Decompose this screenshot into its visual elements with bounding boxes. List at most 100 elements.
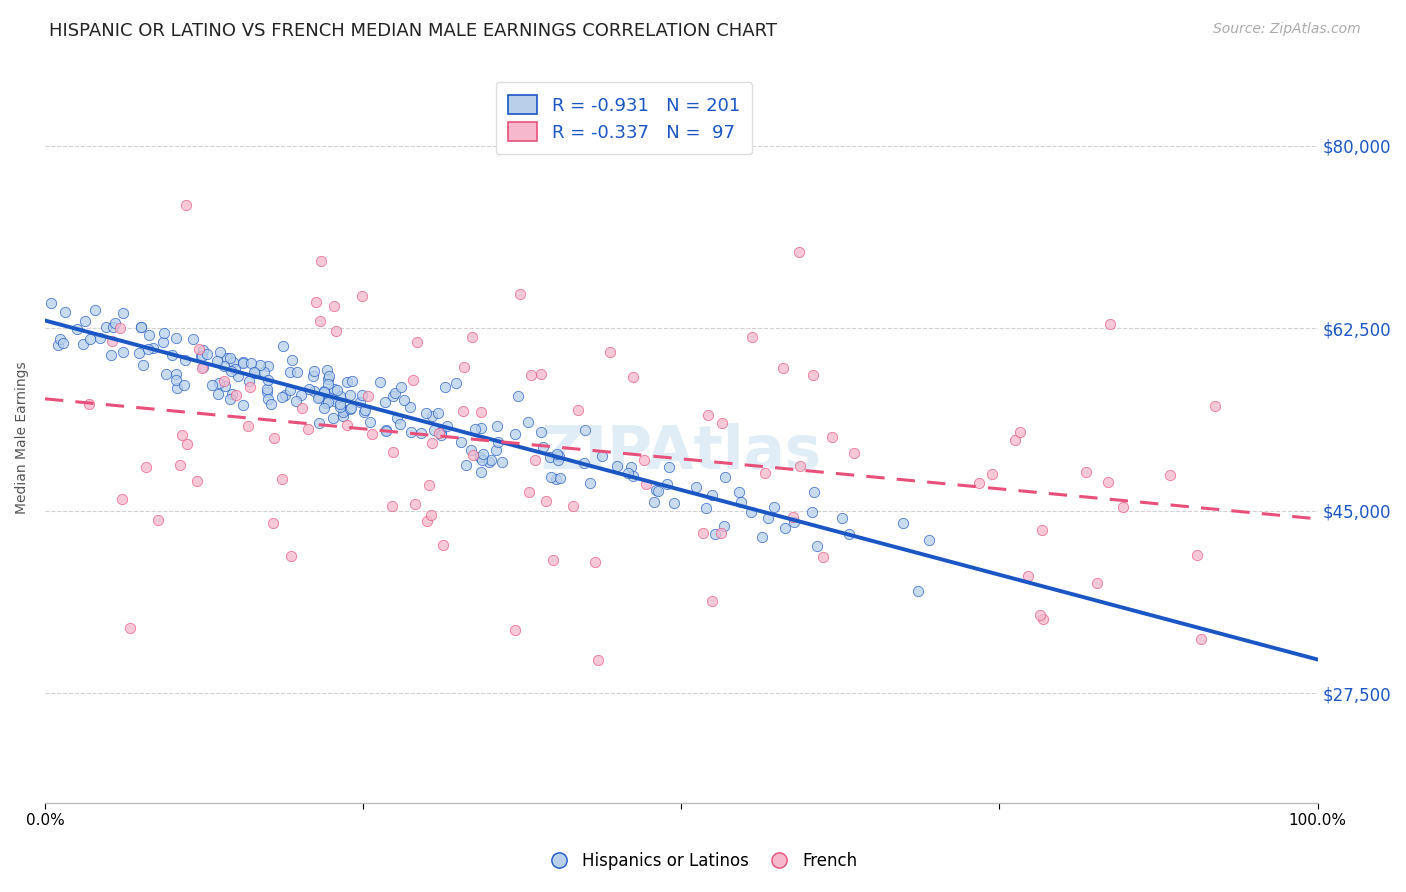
Point — [323, 382, 346, 396]
Legend: Hispanics or Latinos, French: Hispanics or Latinos, French — [541, 846, 865, 877]
Point — [315, 396, 337, 410]
Point — [517, 484, 540, 499]
Point — [1187, 549, 1209, 563]
Point — [427, 406, 450, 420]
Point — [352, 388, 374, 402]
Point — [572, 456, 595, 470]
Point — [205, 353, 228, 368]
Point — [201, 378, 224, 392]
Point — [387, 410, 409, 425]
Point — [129, 320, 152, 334]
Point — [169, 458, 191, 472]
Point — [173, 353, 195, 368]
Point — [257, 374, 280, 388]
Point — [280, 549, 302, 564]
Point — [165, 330, 187, 344]
Point — [329, 397, 352, 411]
Point — [644, 483, 666, 498]
Point — [803, 484, 825, 499]
Point — [225, 388, 247, 402]
Point — [186, 474, 208, 488]
Point — [322, 411, 344, 425]
Point — [72, 337, 94, 351]
Point — [643, 495, 665, 509]
Point — [461, 448, 484, 462]
Point — [55, 305, 77, 319]
Point — [787, 244, 810, 259]
Point — [52, 335, 75, 350]
Point — [39, 296, 62, 310]
Point — [79, 332, 101, 346]
Point — [420, 409, 443, 423]
Point — [284, 394, 307, 409]
Point — [433, 380, 456, 394]
Point — [381, 445, 404, 459]
Point — [406, 335, 429, 350]
Point — [218, 351, 240, 366]
Point — [803, 368, 825, 382]
Point — [307, 391, 329, 405]
Point — [290, 388, 312, 402]
Point — [325, 324, 347, 338]
Point — [190, 350, 212, 364]
Point — [172, 427, 194, 442]
Point — [811, 549, 834, 564]
Point — [468, 450, 491, 464]
Point — [1031, 523, 1053, 537]
Point — [599, 344, 621, 359]
Point — [740, 504, 762, 518]
Point — [257, 359, 280, 373]
Point — [48, 338, 70, 352]
Point — [165, 367, 187, 381]
Point — [271, 390, 294, 404]
Point — [541, 553, 564, 567]
Point — [280, 365, 302, 379]
Point — [763, 500, 786, 515]
Point — [470, 465, 492, 479]
Point — [479, 452, 502, 467]
Point — [368, 375, 391, 389]
Point — [232, 398, 254, 412]
Point — [66, 322, 89, 336]
Point — [591, 449, 613, 463]
Point — [751, 530, 773, 544]
Point — [423, 423, 446, 437]
Point — [773, 521, 796, 535]
Text: HISPANIC OR LATINO VS FRENCH MEDIAN MALE EARNINGS CORRELATION CHART: HISPANIC OR LATINO VS FRENCH MEDIAN MALE… — [49, 22, 778, 40]
Point — [831, 511, 853, 525]
Point — [470, 453, 492, 467]
Point — [208, 376, 231, 390]
Point — [84, 302, 107, 317]
Point — [404, 497, 426, 511]
Point — [352, 288, 374, 302]
Point — [1098, 317, 1121, 331]
Point — [756, 511, 779, 525]
Point — [256, 382, 278, 396]
Point — [429, 428, 451, 442]
Point — [710, 525, 733, 540]
Point — [308, 416, 330, 430]
Point — [647, 484, 669, 499]
Point — [305, 295, 328, 310]
Point — [302, 384, 325, 399]
Point — [339, 401, 361, 416]
Point — [453, 360, 475, 375]
Point — [160, 348, 183, 362]
Point — [190, 361, 212, 376]
Point — [314, 384, 336, 398]
Point — [263, 431, 285, 445]
Point — [152, 334, 174, 349]
Point — [416, 514, 439, 528]
Point — [685, 480, 707, 494]
Point — [271, 472, 294, 486]
Point — [617, 467, 640, 481]
Point — [782, 510, 804, 524]
Point — [73, 314, 96, 328]
Point — [329, 389, 352, 403]
Point — [561, 499, 583, 513]
Point — [485, 443, 508, 458]
Point — [692, 526, 714, 541]
Point — [301, 368, 323, 383]
Point — [207, 387, 229, 401]
Point — [249, 358, 271, 372]
